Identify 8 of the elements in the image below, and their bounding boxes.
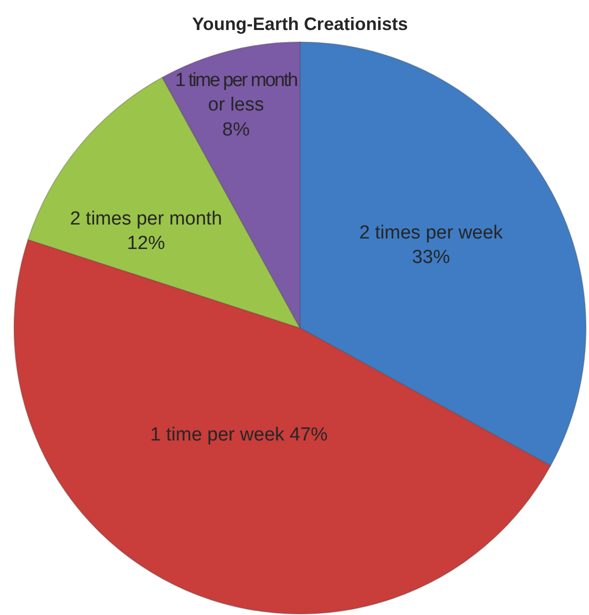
slice-label: 1 time per week 47% bbox=[150, 424, 328, 446]
chart-title: Young-Earth Creationists bbox=[192, 14, 408, 34]
slice-label: 2 times per month bbox=[70, 208, 222, 230]
data-label: 33% bbox=[412, 247, 450, 268]
data-label: 12% bbox=[126, 233, 166, 254]
slice-label: 1 time per month or less bbox=[175, 70, 298, 116]
slice-label: 2 times per week bbox=[359, 222, 504, 244]
data-label: 8% bbox=[222, 119, 250, 140]
